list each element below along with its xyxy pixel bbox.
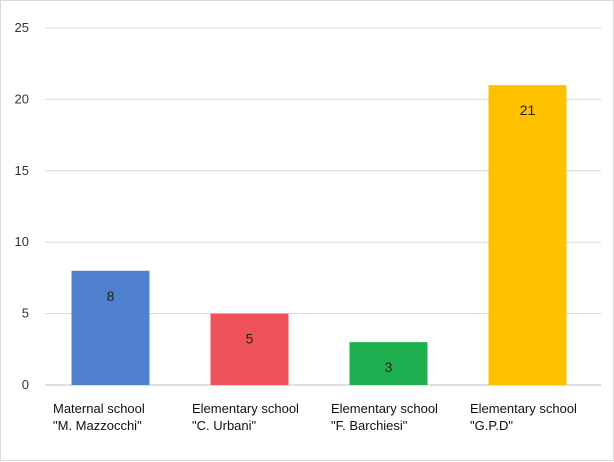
x-category-label: Maternal school: [53, 401, 145, 416]
y-tick-label: 5: [22, 306, 29, 321]
x-category-label: Elementary school: [331, 401, 438, 416]
x-category-label: Elementary school: [192, 401, 299, 416]
x-category-label: "M. Mazzocchi": [53, 418, 142, 433]
y-tick-label: 0: [22, 377, 29, 392]
bar: [488, 85, 567, 386]
y-tick-label: 25: [15, 20, 29, 35]
data-label: 5: [246, 331, 254, 347]
x-category-label: Elementary school: [470, 401, 577, 416]
data-label: 21: [520, 102, 536, 118]
bar: [71, 270, 150, 385]
y-tick-label: 15: [15, 163, 29, 178]
bar: [349, 342, 428, 385]
data-label: 3: [385, 359, 393, 375]
x-category-label: "C. Urbani": [192, 418, 257, 433]
x-category-label: "G.P.D": [470, 418, 513, 433]
y-tick-label: 20: [15, 91, 29, 106]
bar: [210, 313, 289, 385]
data-label: 8: [107, 288, 115, 304]
y-tick-label: 10: [15, 234, 29, 249]
x-category-label: "F. Barchiesi": [331, 418, 408, 433]
